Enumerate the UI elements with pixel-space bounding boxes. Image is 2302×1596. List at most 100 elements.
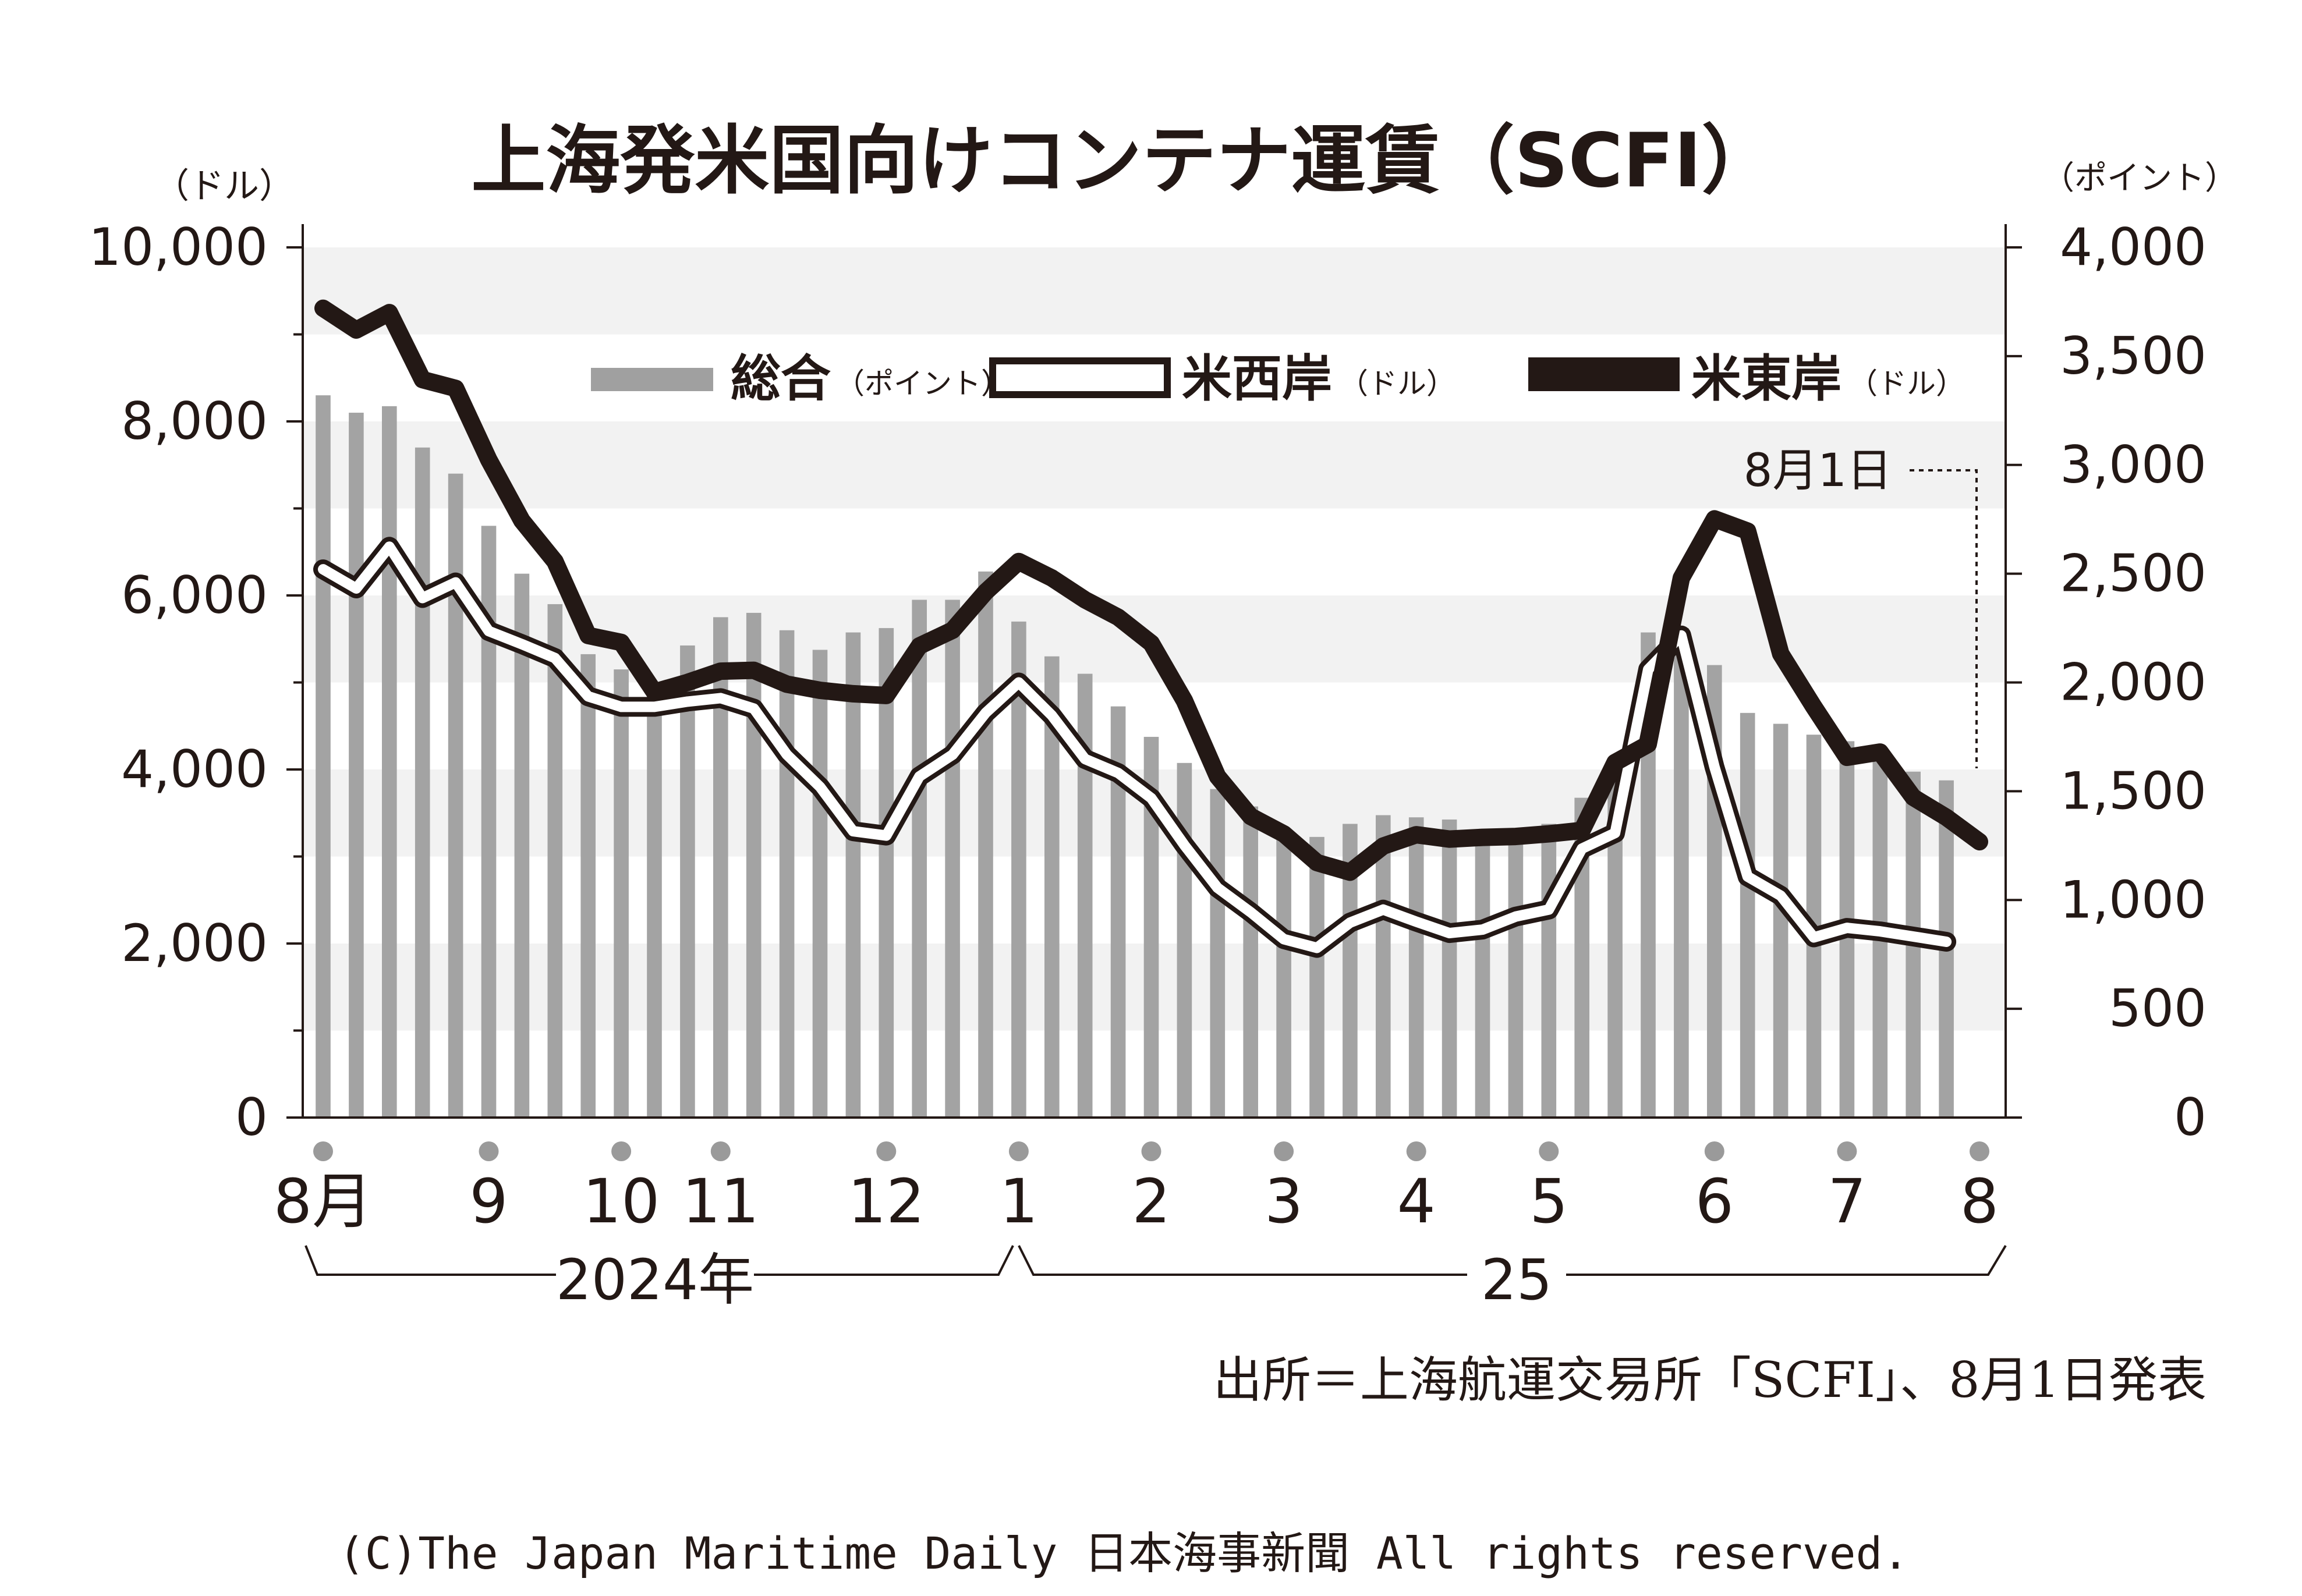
right-tick-label: 3,500 — [2060, 326, 2207, 386]
right-tick-label: 3,000 — [2060, 435, 2207, 495]
year-bracket-2024 — [304, 1245, 556, 1276]
composite-bar — [912, 600, 927, 1118]
year-bracket-2025 — [1018, 1245, 1467, 1276]
legend-unit-west: （ドル） — [1339, 367, 1455, 400]
right-tick-label: 1,000 — [2060, 870, 2207, 930]
month-label: 2 — [1132, 1166, 1170, 1237]
composite-bar — [514, 573, 530, 1118]
left-tick-label: 4,000 — [121, 739, 268, 799]
composite-bar — [1408, 817, 1424, 1118]
composite-bar — [779, 630, 795, 1118]
composite-bar — [381, 406, 397, 1118]
month-dot — [1008, 1141, 1029, 1161]
rate-lines — [313, 299, 1988, 958]
grid-band — [303, 421, 2006, 509]
month-dot — [1141, 1141, 1161, 1161]
composite-bar — [1674, 628, 1689, 1118]
month-label: 12 — [848, 1166, 925, 1237]
chart-title: 上海発米国向けコンテナ運賃（SCFI） — [471, 118, 1776, 204]
right-tick-label: 500 — [2109, 978, 2207, 1038]
month-label: 8 — [1960, 1166, 1999, 1237]
left-tick-label: 6,000 — [121, 565, 268, 625]
month-label: 10 — [583, 1166, 660, 1237]
composite-bar — [1210, 789, 1226, 1118]
legend-swatch-east — [1528, 357, 1680, 391]
left-axis-ticks: 0 2,000 4,000 6,000 8,000 10,000 — [88, 217, 303, 1147]
year-label-2024: 2024年 — [556, 1247, 754, 1313]
month-dot — [710, 1141, 731, 1161]
composite-bar — [746, 612, 762, 1118]
copyright-note: (C)The Japan Maritime Daily 日本海事新聞 All r… — [338, 1527, 1909, 1579]
composite-bar — [879, 628, 894, 1118]
composite-bar — [1375, 815, 1391, 1118]
composite-bar — [1276, 830, 1291, 1118]
right-tick-label: 2,000 — [2060, 652, 2207, 712]
legend-label-west: 米西岸 — [1182, 350, 1332, 408]
month-label: 9 — [469, 1166, 508, 1237]
right-axis-ticks: 0 500 1,000 1,500 2,000 2,500 3,000 3,500 4,000 — [2006, 217, 2207, 1147]
source-note: 出所＝上海航運交易所「SCFI」、8月1日発表 — [1213, 1352, 2207, 1409]
grid-band — [303, 247, 2006, 335]
right-tick-label: 4,000 — [2060, 217, 2207, 277]
month-label: 6 — [1695, 1166, 1734, 1237]
composite-bar — [580, 654, 596, 1118]
composite-bar — [1309, 836, 1324, 1118]
composite-bar — [547, 604, 563, 1118]
composite-bar — [1475, 832, 1490, 1118]
composite-bar — [1243, 806, 1259, 1118]
left-tick-label: 2,000 — [121, 913, 268, 973]
year-bracket-2025-right — [1566, 1244, 2007, 1276]
legend-unit-east: （ドル） — [1848, 367, 1965, 400]
month-dot — [1704, 1141, 1724, 1161]
year-bracket-2024-right — [754, 1245, 1014, 1276]
month-dot — [876, 1141, 897, 1161]
composite-bar — [349, 413, 364, 1118]
left-tick-label: 8,000 — [121, 391, 268, 451]
left-axis-unit: （ドル） — [154, 166, 294, 207]
month-label: 7 — [1828, 1166, 1866, 1237]
legend-label-composite: 総合 — [731, 350, 831, 408]
legend: 総合 （ポイント） 米西岸 （ドル） 米東岸 （ドル） — [591, 350, 1965, 408]
legend-swatch-composite — [591, 368, 713, 391]
month-dot — [1274, 1141, 1294, 1161]
composite-bar — [1442, 819, 1457, 1118]
month-dot — [611, 1141, 632, 1161]
east-coast-line — [314, 299, 1988, 881]
composite-bar — [415, 447, 430, 1118]
composite-bar — [448, 473, 463, 1118]
month-label: 4 — [1397, 1166, 1436, 1237]
legend-unit-composite: （ポイント） — [835, 367, 1010, 400]
composite-bar — [1011, 621, 1026, 1118]
left-tick-label: 10,000 — [88, 217, 268, 277]
composite-bar — [812, 650, 828, 1118]
right-tick-label: 1,500 — [2060, 761, 2207, 821]
month-dot — [1837, 1141, 1857, 1161]
composite-bar — [945, 600, 960, 1118]
month-label: 11 — [682, 1166, 759, 1237]
composite-bar — [1177, 762, 1192, 1118]
year-label-2025: 25 — [1481, 1247, 1552, 1313]
legend-swatch-west — [989, 357, 1171, 398]
date-annotation: 8月1日 — [1744, 445, 1978, 768]
right-axis-unit: （ポイント） — [2042, 159, 2237, 197]
composite-bar — [680, 645, 695, 1118]
year-brackets: 2024年 25 — [304, 1244, 2007, 1313]
composite-bar — [614, 669, 629, 1118]
composite-bar — [1773, 723, 1789, 1118]
month-dot — [479, 1141, 499, 1161]
right-axis: 0 500 1,000 1,500 2,000 2,500 3,000 3,500 4,000 — [2004, 217, 2207, 1147]
month-label: 3 — [1265, 1166, 1303, 1237]
left-axis: 0 2,000 4,000 6,000 8,000 10,000 — [88, 217, 304, 1147]
month-dot — [313, 1141, 333, 1161]
composite-bar — [1740, 712, 1755, 1118]
composite-bar — [1508, 830, 1524, 1118]
right-tick-label: 2,500 — [2060, 544, 2207, 604]
month-dot — [1970, 1141, 1989, 1161]
composite-bar — [1541, 824, 1557, 1118]
annotation-label: 8月1日 — [1744, 445, 1892, 497]
composite-bar — [647, 691, 662, 1118]
composite-bar — [845, 632, 861, 1118]
composite-bar — [978, 571, 993, 1118]
right-tick-label: 0 — [2174, 1087, 2207, 1147]
